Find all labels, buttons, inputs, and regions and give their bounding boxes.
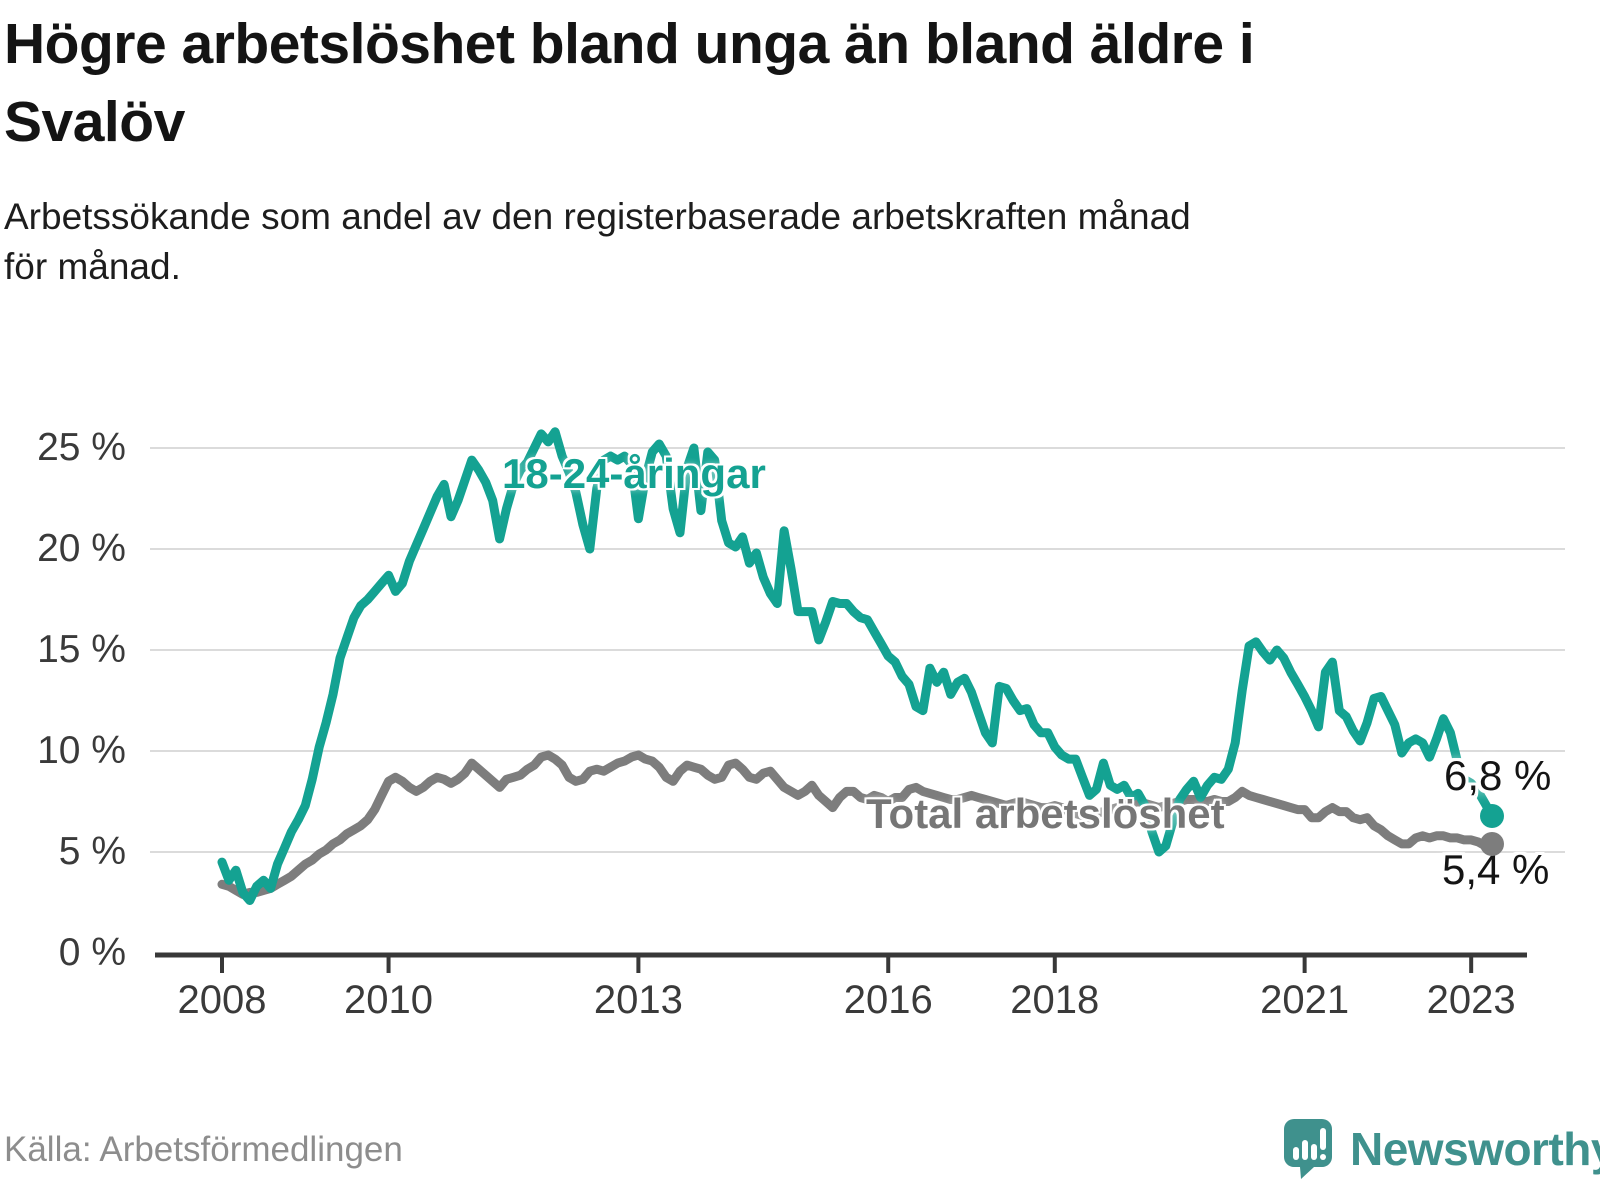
y-axis-label: 0 % xyxy=(58,931,126,974)
series-label-total: Total arbetslöshet xyxy=(866,790,1225,837)
x-axis-label: 2021 xyxy=(1260,978,1350,1022)
series-label-young: 18-24-åringar xyxy=(502,450,766,497)
brand-name: Newsworthy xyxy=(1350,1123,1600,1175)
subtitle-line-1: Arbetssökande som andel av den registerb… xyxy=(4,196,1191,237)
y-axis-label: 10 % xyxy=(37,729,126,772)
title-line-2: Svalöv xyxy=(4,89,185,154)
y-axis-label: 25 % xyxy=(37,426,126,469)
chart-subtitle: Arbetssökande som andel av den registerb… xyxy=(4,192,1564,292)
subtitle-line-2: för månad. xyxy=(4,245,181,287)
y-axis-label: 15 % xyxy=(37,628,126,671)
x-axis-label: 2016 xyxy=(843,978,933,1022)
series-line xyxy=(217,427,1497,905)
end-point-dot-total xyxy=(1480,831,1504,856)
x-axis-label: 2013 xyxy=(593,978,683,1022)
newsworthy-icon xyxy=(1284,1119,1332,1179)
x-axis-label: 2008 xyxy=(177,978,267,1022)
x-axis-label: 2018 xyxy=(1010,978,1100,1022)
source-note: Källa: Arbetsförmedlingen xyxy=(4,1130,403,1169)
y-axis-label: 5 % xyxy=(58,830,126,873)
page-title: Högre arbetslöshet bland unga än bland ä… xyxy=(4,6,1564,161)
series-line xyxy=(217,750,1497,899)
end-point-dot-young xyxy=(1480,803,1504,828)
title-line-1: Högre arbetslöshet bland unga än bland ä… xyxy=(4,12,1255,76)
x-axis-label: 2023 xyxy=(1426,978,1516,1022)
brand-logo: Newsworthy xyxy=(1282,1118,1600,1180)
end-value-label-young: 6,8 % xyxy=(1444,752,1552,799)
x-axis-label: 2010 xyxy=(344,978,434,1022)
y-axis-label: 20 % xyxy=(37,527,126,570)
